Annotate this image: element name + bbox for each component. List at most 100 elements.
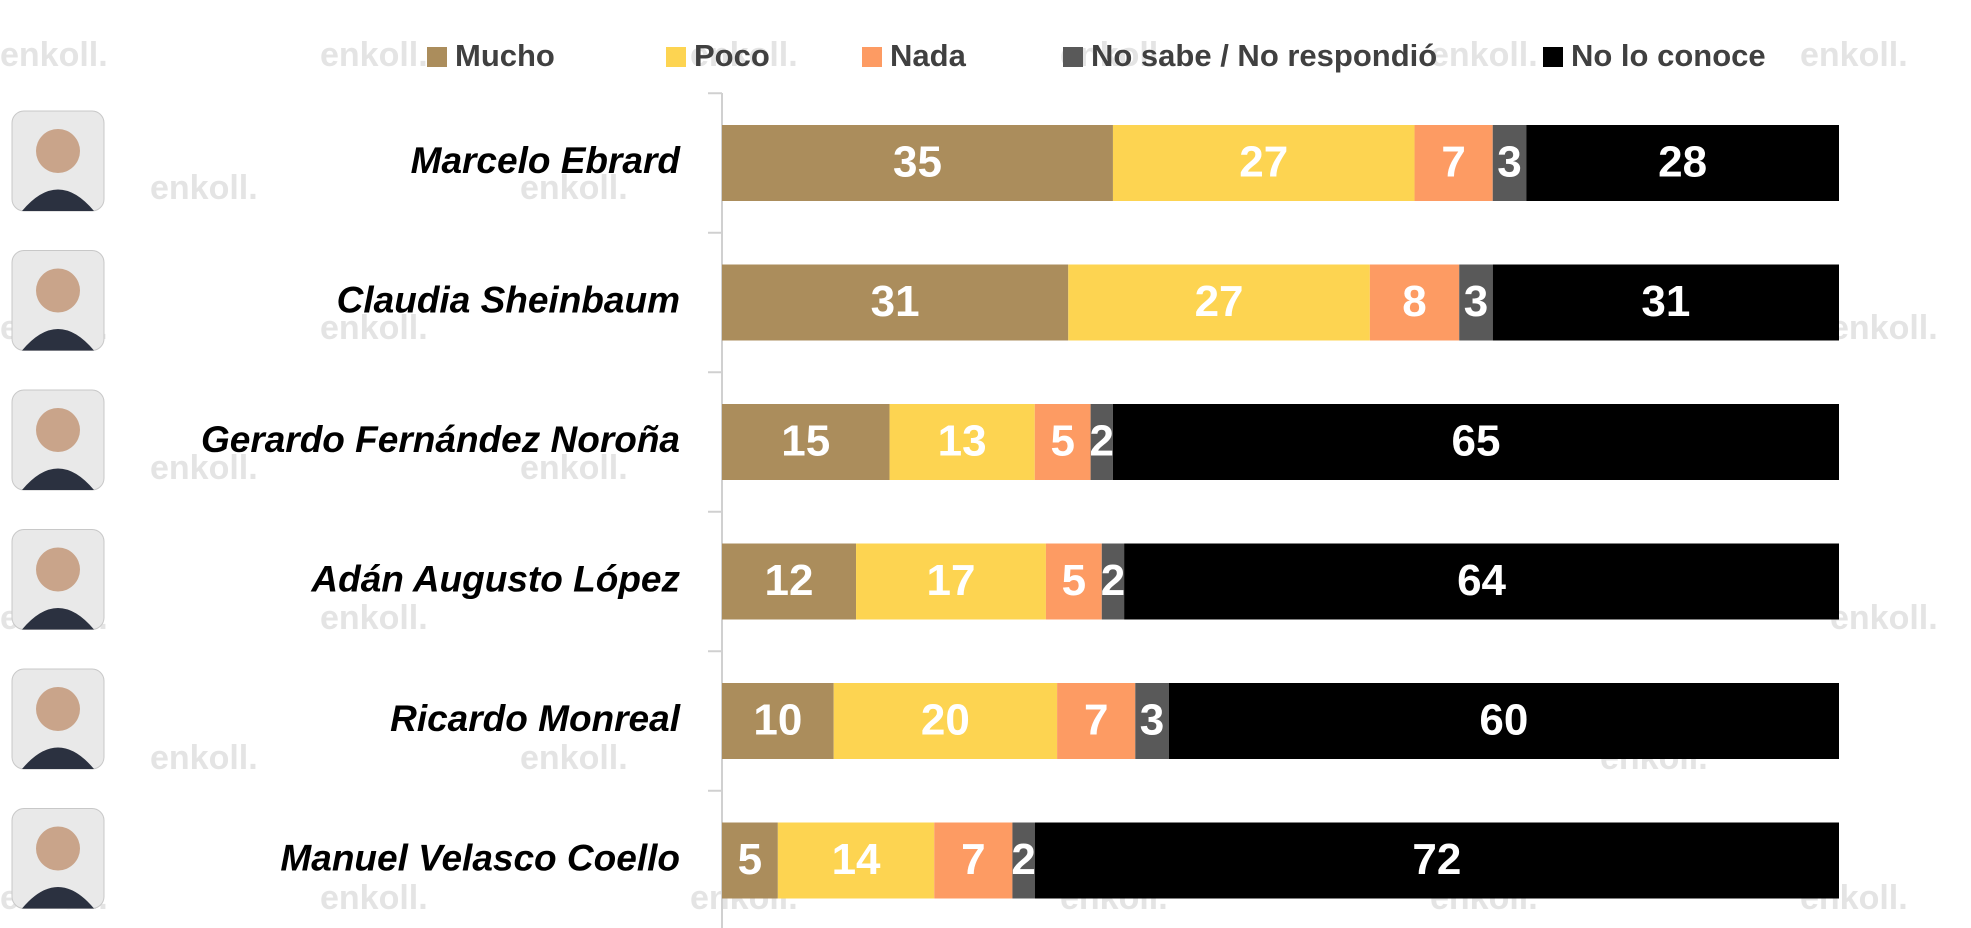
bar-segment (1068, 264, 1370, 341)
watermark: enkoll. (320, 309, 428, 347)
photo-head (36, 687, 80, 731)
value-label: 72 (1412, 835, 1461, 884)
legend-swatch (862, 47, 882, 67)
watermark: enkoll. (320, 36, 428, 74)
value-label: 15 (781, 417, 830, 466)
category-label: Manuel Velasco Coello (280, 837, 680, 878)
bar-segment (934, 822, 1013, 899)
bar-segment (777, 822, 935, 899)
bar-segment (1414, 125, 1493, 201)
bar-segment (1124, 543, 1839, 620)
bar-segment (1526, 125, 1839, 201)
photo-head (36, 826, 80, 871)
bar-segment (1492, 125, 1527, 201)
value-label: 5 (1050, 417, 1074, 466)
bar-segment (722, 125, 1113, 201)
value-label: 27 (1239, 138, 1288, 187)
bar-segment (856, 543, 1046, 620)
watermark: enkoll. (520, 449, 628, 487)
watermark: enkoll. (520, 169, 628, 207)
legend-swatch (427, 47, 447, 67)
value-label: 20 (921, 696, 970, 745)
bar-segment (1135, 683, 1169, 759)
watermark: enkoll. (320, 599, 428, 637)
photo-head (36, 268, 80, 313)
photo (11, 668, 105, 770)
bar-segment (833, 683, 1058, 759)
value-label: 10 (753, 696, 802, 745)
legend-label: No lo conoce (1571, 38, 1766, 73)
legend-label: Mucho (455, 38, 555, 73)
photo-head (36, 547, 80, 592)
watermark: enkoll. (1800, 36, 1908, 74)
value-label: 28 (1658, 138, 1707, 187)
value-label: 3 (1497, 138, 1521, 187)
category-label: Adán Augusto López (310, 558, 680, 599)
bar-segment (1034, 404, 1091, 480)
value-label: 2 (1090, 417, 1114, 466)
watermark: enkoll. (150, 449, 258, 487)
category-label: Marcelo Ebrard (411, 140, 682, 181)
bar-segment (1090, 404, 1113, 480)
watermark: enkoll. (1830, 309, 1938, 347)
value-label: 5 (1062, 556, 1086, 605)
watermark: enkoll. (1430, 36, 1538, 74)
value-label: 31 (871, 277, 920, 326)
photo-head (36, 408, 80, 452)
bar-segment (1492, 264, 1839, 341)
photo-body (22, 887, 94, 909)
bar-segment (722, 404, 890, 480)
photo (11, 529, 105, 630)
value-label: 64 (1457, 556, 1506, 605)
value-label: 13 (938, 417, 987, 466)
value-label: 7 (1084, 696, 1108, 745)
value-label: 14 (832, 835, 881, 884)
value-label: 60 (1479, 696, 1528, 745)
watermark: enkoll. (1830, 599, 1938, 637)
watermark: enkoll. (150, 739, 258, 777)
watermark: enkoll. (320, 879, 428, 917)
bar-segment (1012, 822, 1035, 899)
value-label: 3 (1140, 696, 1164, 745)
value-label: 65 (1451, 417, 1500, 466)
value-label: 8 (1402, 277, 1426, 326)
legend-swatch (1063, 47, 1083, 67)
bar-segment (1101, 543, 1125, 620)
value-label: 5 (738, 835, 762, 884)
photo (11, 250, 105, 351)
bar-segment (1112, 404, 1839, 480)
photo (11, 389, 105, 491)
bar-segment (722, 822, 778, 899)
bar-segment (722, 683, 834, 759)
value-label: 2 (1101, 556, 1125, 605)
bar-segment (1112, 125, 1415, 201)
value-label: 3 (1464, 277, 1488, 326)
bar-segment (722, 543, 857, 620)
value-label: 12 (765, 556, 814, 605)
photo-body (22, 468, 94, 490)
bar-segment (1045, 543, 1102, 620)
value-label: 7 (961, 835, 985, 884)
bar-segment (722, 264, 1069, 341)
value-label: 17 (927, 556, 976, 605)
value-label: 35 (893, 138, 942, 187)
watermark: enkoll. (520, 739, 628, 777)
watermark: enkoll. (0, 36, 108, 74)
legend-label: Poco (694, 38, 770, 73)
value-label: 27 (1195, 277, 1244, 326)
legend-swatch (666, 47, 686, 67)
bar-segment (1459, 264, 1493, 341)
watermark: enkoll. (690, 36, 798, 74)
bar-segment (1034, 822, 1839, 899)
value-label: 7 (1441, 138, 1465, 187)
photo-body (22, 329, 94, 351)
watermark: enkoll. (150, 169, 258, 207)
legend-label: Nada (890, 38, 967, 73)
category-label: Gerardo Fernández Noroña (201, 419, 680, 460)
bar-segment (1369, 264, 1460, 341)
photo-body (22, 608, 94, 630)
bar-segment (889, 404, 1035, 480)
photo-head (36, 129, 80, 173)
legend-swatch (1543, 47, 1563, 67)
